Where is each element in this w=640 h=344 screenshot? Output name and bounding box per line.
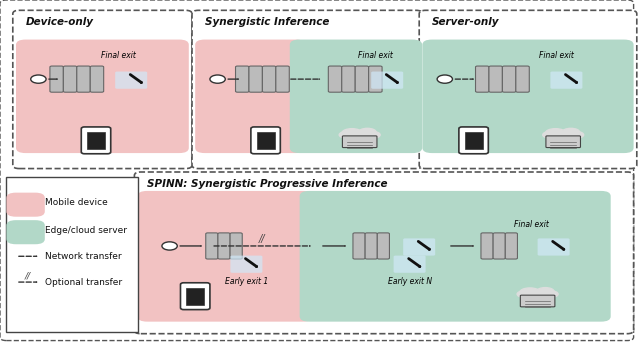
FancyBboxPatch shape bbox=[538, 238, 570, 256]
FancyBboxPatch shape bbox=[419, 10, 637, 169]
FancyBboxPatch shape bbox=[502, 66, 516, 92]
FancyBboxPatch shape bbox=[520, 295, 555, 307]
FancyBboxPatch shape bbox=[353, 233, 365, 259]
FancyBboxPatch shape bbox=[81, 127, 111, 154]
FancyBboxPatch shape bbox=[257, 132, 275, 149]
Ellipse shape bbox=[517, 291, 530, 297]
FancyBboxPatch shape bbox=[87, 132, 105, 149]
FancyBboxPatch shape bbox=[262, 66, 276, 92]
FancyBboxPatch shape bbox=[276, 66, 289, 92]
FancyBboxPatch shape bbox=[6, 177, 138, 332]
Text: Optional transfer: Optional transfer bbox=[45, 278, 122, 287]
FancyBboxPatch shape bbox=[300, 191, 611, 322]
FancyBboxPatch shape bbox=[205, 233, 218, 259]
FancyBboxPatch shape bbox=[355, 66, 369, 92]
FancyBboxPatch shape bbox=[465, 132, 483, 149]
Ellipse shape bbox=[367, 132, 380, 138]
FancyBboxPatch shape bbox=[77, 66, 90, 92]
FancyBboxPatch shape bbox=[230, 233, 242, 259]
FancyBboxPatch shape bbox=[422, 40, 634, 153]
FancyBboxPatch shape bbox=[516, 66, 529, 92]
FancyBboxPatch shape bbox=[506, 233, 518, 259]
FancyBboxPatch shape bbox=[369, 66, 382, 92]
FancyBboxPatch shape bbox=[550, 72, 582, 89]
FancyBboxPatch shape bbox=[63, 66, 77, 92]
Circle shape bbox=[210, 75, 225, 83]
Ellipse shape bbox=[348, 131, 371, 138]
FancyBboxPatch shape bbox=[230, 256, 262, 273]
FancyBboxPatch shape bbox=[290, 40, 422, 153]
FancyBboxPatch shape bbox=[138, 191, 312, 322]
FancyBboxPatch shape bbox=[546, 136, 580, 148]
FancyBboxPatch shape bbox=[493, 233, 506, 259]
FancyBboxPatch shape bbox=[192, 10, 422, 169]
Text: Final exit: Final exit bbox=[358, 51, 393, 60]
FancyBboxPatch shape bbox=[249, 66, 262, 92]
Text: //: // bbox=[259, 234, 266, 244]
Text: Final exit: Final exit bbox=[540, 51, 574, 60]
FancyBboxPatch shape bbox=[342, 66, 355, 92]
FancyBboxPatch shape bbox=[90, 66, 104, 92]
Text: Early exit N: Early exit N bbox=[388, 277, 431, 286]
Ellipse shape bbox=[342, 129, 362, 138]
Text: Early exit 1: Early exit 1 bbox=[225, 277, 268, 286]
Text: Network transfer: Network transfer bbox=[45, 252, 122, 261]
Text: Final exit: Final exit bbox=[101, 51, 136, 60]
FancyBboxPatch shape bbox=[328, 66, 342, 92]
FancyBboxPatch shape bbox=[180, 283, 210, 310]
Ellipse shape bbox=[520, 288, 540, 297]
FancyBboxPatch shape bbox=[195, 40, 306, 153]
Text: Edge/cloud server: Edge/cloud server bbox=[45, 226, 127, 235]
Text: Synergistic Inference: Synergistic Inference bbox=[205, 17, 329, 27]
FancyBboxPatch shape bbox=[403, 238, 435, 256]
Ellipse shape bbox=[562, 128, 580, 137]
Ellipse shape bbox=[552, 131, 575, 138]
FancyBboxPatch shape bbox=[218, 233, 230, 259]
FancyBboxPatch shape bbox=[342, 136, 377, 148]
Ellipse shape bbox=[543, 132, 556, 138]
Text: Server-only: Server-only bbox=[432, 17, 499, 27]
Circle shape bbox=[162, 242, 177, 250]
Text: Device-only: Device-only bbox=[26, 17, 93, 27]
Ellipse shape bbox=[571, 132, 584, 138]
Ellipse shape bbox=[545, 129, 566, 138]
FancyBboxPatch shape bbox=[365, 233, 378, 259]
FancyBboxPatch shape bbox=[6, 193, 45, 217]
FancyBboxPatch shape bbox=[50, 66, 63, 92]
FancyBboxPatch shape bbox=[476, 66, 489, 92]
Text: Mobile device: Mobile device bbox=[45, 198, 108, 207]
FancyBboxPatch shape bbox=[186, 288, 204, 305]
Circle shape bbox=[437, 75, 452, 83]
Ellipse shape bbox=[526, 290, 549, 297]
Ellipse shape bbox=[339, 132, 352, 138]
Circle shape bbox=[31, 75, 46, 83]
FancyBboxPatch shape bbox=[236, 66, 249, 92]
FancyBboxPatch shape bbox=[489, 66, 502, 92]
Text: Final exit: Final exit bbox=[514, 220, 548, 229]
FancyBboxPatch shape bbox=[459, 127, 488, 154]
Ellipse shape bbox=[358, 128, 376, 137]
FancyBboxPatch shape bbox=[481, 233, 493, 259]
FancyBboxPatch shape bbox=[251, 127, 280, 154]
FancyBboxPatch shape bbox=[6, 220, 45, 244]
FancyBboxPatch shape bbox=[16, 40, 189, 153]
Ellipse shape bbox=[545, 291, 558, 297]
FancyBboxPatch shape bbox=[371, 72, 403, 89]
FancyBboxPatch shape bbox=[115, 72, 147, 89]
FancyBboxPatch shape bbox=[378, 233, 390, 259]
FancyBboxPatch shape bbox=[394, 256, 426, 273]
Text: SPINN: Synergistic Progressive Inference: SPINN: Synergistic Progressive Inference bbox=[147, 179, 388, 189]
Ellipse shape bbox=[536, 288, 554, 296]
Text: //: // bbox=[24, 271, 31, 280]
FancyBboxPatch shape bbox=[13, 10, 192, 169]
FancyBboxPatch shape bbox=[134, 172, 634, 334]
